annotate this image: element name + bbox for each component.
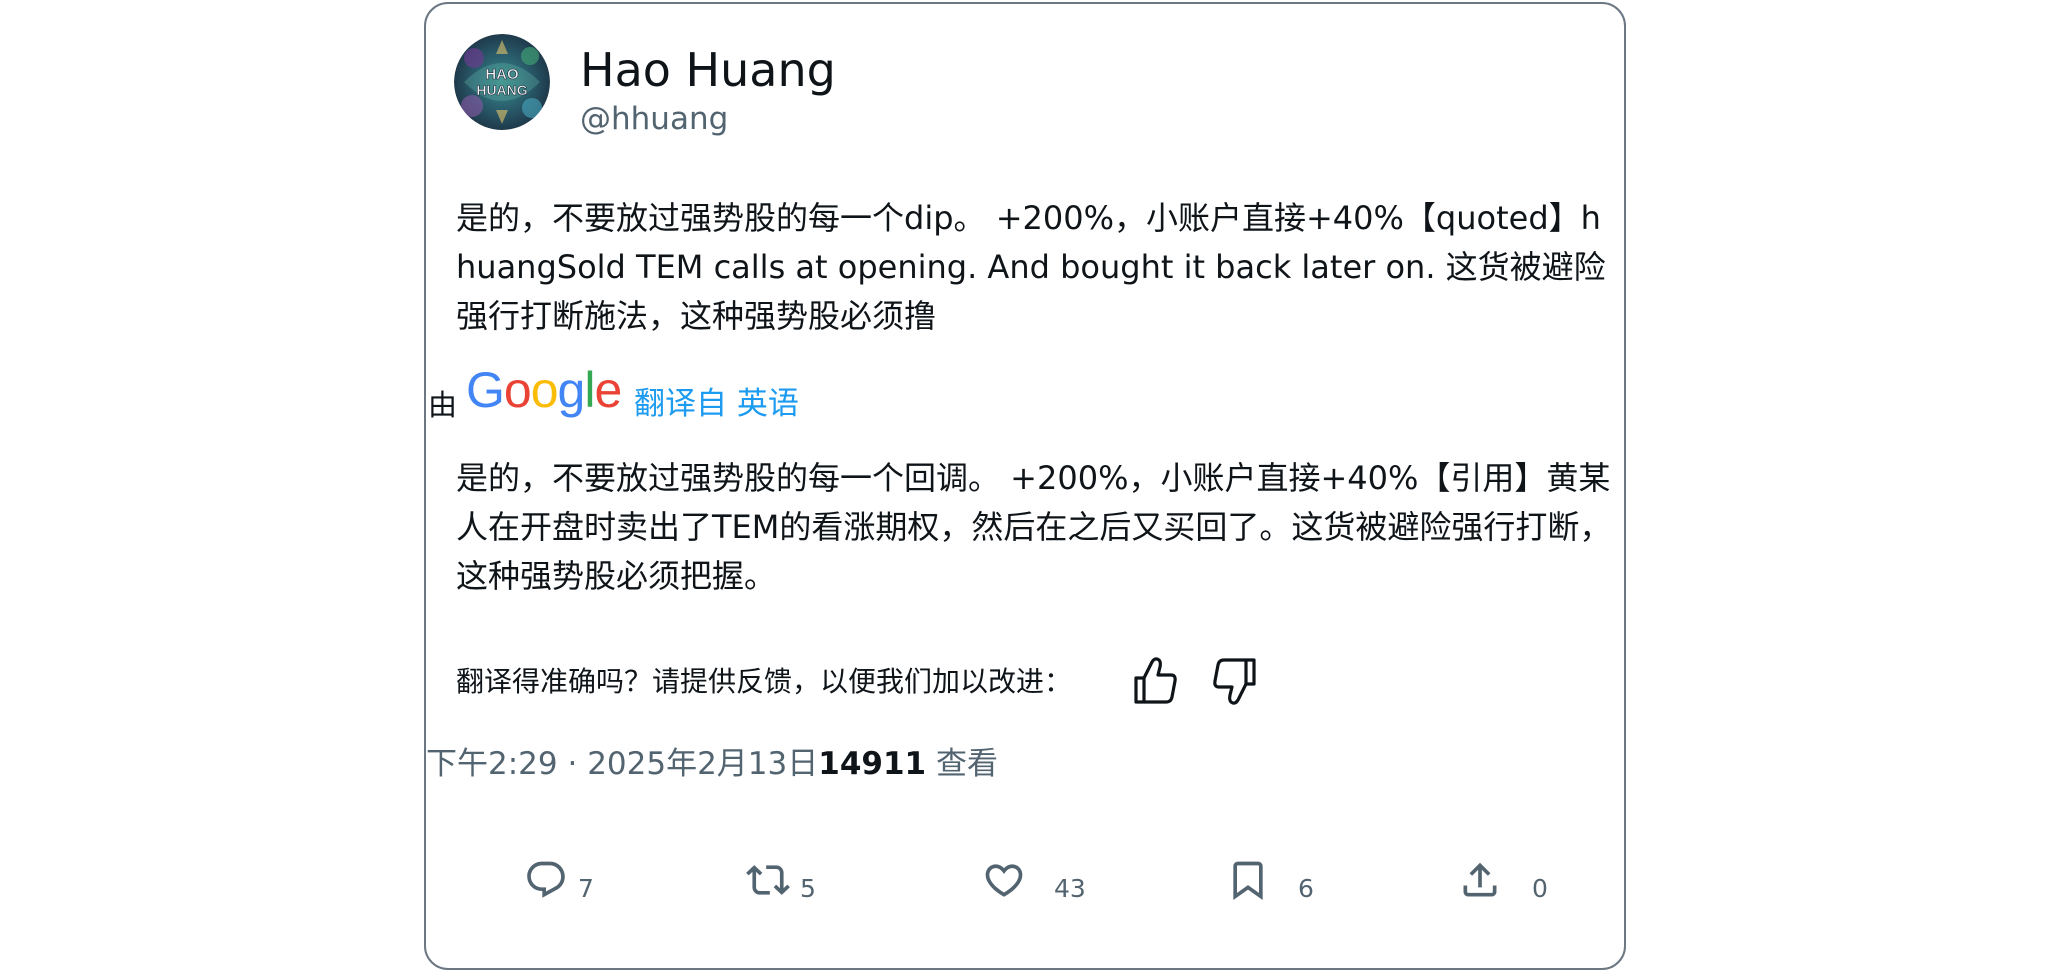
tweet-actions: 7 5 43 6 xyxy=(426,852,1628,912)
translation-attribution: 由 Google 翻译自 英语 xyxy=(426,359,1126,429)
tweet-text: 是的，不要放过强势股的每一个dip。 +200%，小账户直接+40%【quote… xyxy=(456,199,1606,335)
translated-from-link[interactable]: 翻译自 英语 xyxy=(634,386,799,422)
translated-by-label: 由 xyxy=(428,388,458,422)
bookmark-count: 6 xyxy=(1298,874,1314,903)
views-count: 14911 xyxy=(818,746,927,782)
like-count: 43 xyxy=(1054,874,1086,903)
avatar-text-line1: HAO xyxy=(485,66,519,83)
share-count: 0 xyxy=(1532,874,1548,903)
retweet-count: 5 xyxy=(800,874,816,903)
feedback-prompt: 翻译得准确吗？请提供反馈，以便我们加以改进： xyxy=(456,665,1073,698)
retweet-icon xyxy=(746,865,790,895)
meta-separator: · xyxy=(557,746,588,782)
avatar[interactable]: HAO HUANG xyxy=(454,34,550,130)
tweet-card: HAO HUANG Hao Huang @hhuang 是的，不要放过强势股的每… xyxy=(424,2,1626,970)
display-name[interactable]: Hao Huang xyxy=(580,43,836,97)
google-logo: Google xyxy=(466,362,622,418)
tweet-time[interactable]: 下午2:29 xyxy=(426,746,558,782)
user-handle[interactable]: @hhuang xyxy=(580,101,729,137)
thumbs-down-icon[interactable] xyxy=(1210,654,1260,708)
reply-icon xyxy=(527,861,565,898)
views-label: 查看 xyxy=(926,746,998,782)
tweet-meta: 下午2:29 · 2025年2月13日14911 查看 xyxy=(426,744,998,784)
thumbs-up-icon[interactable] xyxy=(1130,654,1180,708)
avatar-text-line2: HUANG xyxy=(476,82,527,98)
avatar-image: HAO HUANG xyxy=(454,34,550,130)
bookmark-icon xyxy=(1233,861,1263,901)
translation-feedback: 翻译得准确吗？请提供反馈，以便我们加以改进： xyxy=(456,654,1356,710)
reply-count: 7 xyxy=(578,874,594,903)
share-icon xyxy=(1463,862,1497,897)
tweet-date[interactable]: 2025年2月13日 xyxy=(587,746,819,782)
like-icon xyxy=(985,864,1023,897)
translated-text: 是的，不要放过强势股的每一个回调。 +200%，小账户直接+40%【引用】黄某人… xyxy=(456,459,1612,595)
